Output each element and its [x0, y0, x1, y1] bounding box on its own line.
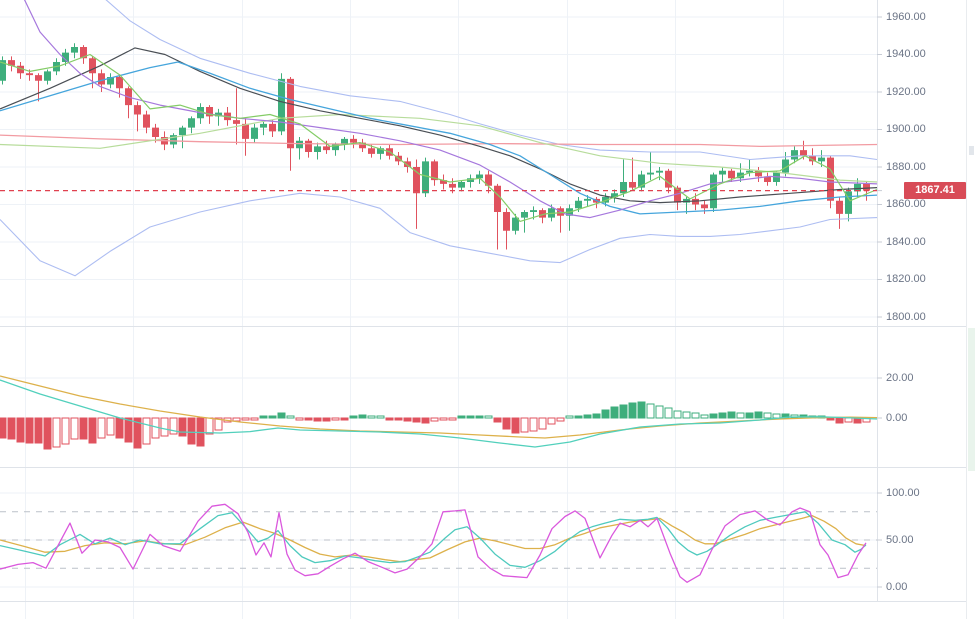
adjacent-panel-sliver	[966, 0, 975, 619]
price-panel[interactable]	[0, 0, 877, 277]
ma-green-slow	[0, 113, 877, 183]
bollinger-upper	[105, 0, 877, 161]
ma-black	[0, 47, 877, 204]
ma-green-fast	[0, 53, 877, 222]
stochastic-panel[interactable]	[0, 503, 867, 583]
stoch-j	[0, 503, 867, 583]
stoch-k	[0, 511, 867, 568]
panel-dividers	[0, 0, 975, 602]
axis-ticks	[877, 16, 882, 588]
ma-salmon	[0, 134, 877, 148]
macd-histogram	[0, 401, 871, 450]
scrollbar-thumb[interactable]	[969, 146, 974, 155]
bollinger-lower	[0, 192, 877, 277]
stoch-d	[0, 514, 867, 563]
ma-cyan	[0, 61, 877, 215]
macd-panel[interactable]	[0, 375, 877, 450]
last-price-badge: 1867.41	[904, 182, 966, 200]
quote-panel-edge	[968, 328, 975, 471]
macd-diff	[0, 379, 877, 448]
